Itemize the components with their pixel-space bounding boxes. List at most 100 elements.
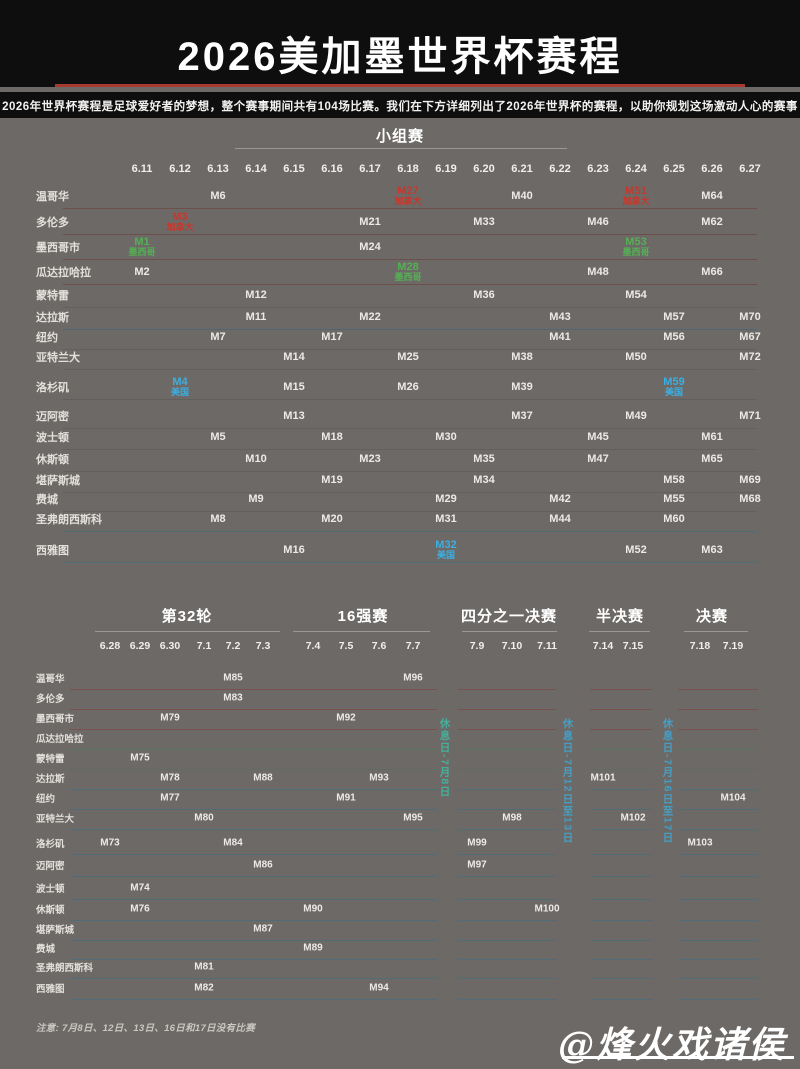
- city-label: 迈阿密: [36, 411, 69, 423]
- row-line: [70, 689, 437, 690]
- row-line: [458, 829, 556, 830]
- row-line: [678, 999, 758, 1000]
- match-cell: M27 加拿大: [394, 185, 422, 207]
- row-line: [678, 854, 758, 855]
- match-cell: M4 美国: [170, 376, 190, 398]
- row-line: [590, 689, 652, 690]
- row-line: [458, 729, 556, 730]
- match-host-tag: 美国: [664, 387, 683, 398]
- match-cell: M56: [663, 330, 685, 343]
- match-cell: M59 美国: [663, 376, 685, 398]
- city-label: 波士顿: [36, 432, 69, 444]
- date-label: 6.13: [207, 163, 229, 175]
- match-cell: M28 墨西哥: [394, 261, 422, 283]
- rest-day-label: 休息日-7月16日至17日: [661, 718, 674, 844]
- match-cell: M104: [720, 792, 746, 804]
- row-line: [458, 940, 556, 941]
- knockout-stage-rule: [293, 631, 430, 632]
- date-label: 7.11: [537, 640, 557, 652]
- match-cell: M2: [134, 265, 150, 278]
- row-line: [63, 208, 757, 209]
- row-line: [70, 749, 437, 750]
- row-line: [458, 789, 556, 790]
- date-label: 6.18: [397, 163, 419, 175]
- row-line: [590, 876, 652, 877]
- match-cell: M80: [194, 812, 214, 824]
- date-label: 7.6: [371, 640, 387, 652]
- city-label: 多伦多: [36, 217, 69, 229]
- match-cell: M19: [321, 473, 343, 486]
- match-cell: M16: [283, 543, 305, 556]
- row-line: [70, 999, 437, 1000]
- row-line: [678, 689, 758, 690]
- match-cell: M95: [403, 812, 423, 824]
- match-cell: M69: [739, 473, 761, 486]
- row-line: [678, 809, 758, 810]
- match-cell: M64: [701, 189, 723, 202]
- city-label: 圣弗朗西斯科: [36, 514, 102, 526]
- row-line: [678, 829, 758, 830]
- match-cell: M50: [625, 350, 647, 363]
- row-line: [590, 729, 652, 730]
- knockout-stage-title: 第32轮: [161, 608, 213, 625]
- match-cell: M32 美国: [435, 539, 457, 561]
- city-label: 西雅图: [36, 984, 65, 995]
- row-line: [63, 511, 757, 512]
- match-cell: M42: [549, 492, 571, 505]
- rest-day-label: 休息日-7月12日至13日: [561, 718, 574, 844]
- date-label: 6.19: [435, 163, 457, 175]
- match-cell: M30: [435, 430, 457, 443]
- row-line: [678, 940, 758, 941]
- match-cell: M61: [701, 430, 723, 443]
- match-cell: M102: [620, 812, 646, 824]
- row-line: [458, 709, 556, 710]
- match-host-tag: 加拿大: [166, 222, 194, 233]
- city-label: 洛杉矶: [36, 839, 65, 850]
- match-cell: M29: [435, 492, 457, 505]
- match-cell: M55: [663, 492, 685, 505]
- knockout-stage-title: 16强赛: [337, 608, 389, 625]
- date-label: 7.9: [469, 640, 485, 652]
- date-label: 6.28: [99, 640, 121, 652]
- date-label: 6.27: [739, 163, 761, 175]
- city-label: 温哥华: [36, 674, 65, 685]
- match-cell: M103: [687, 837, 713, 849]
- row-line: [63, 284, 757, 285]
- match-cell: M33: [473, 215, 495, 228]
- city-label: 瓜达拉哈拉: [36, 267, 91, 279]
- date-label: 7.2: [225, 640, 241, 652]
- city-label: 堪萨斯城: [36, 925, 75, 936]
- row-line: [590, 999, 652, 1000]
- row-line: [590, 809, 652, 810]
- match-cell: M96: [403, 672, 423, 684]
- date-label: 6.30: [159, 640, 181, 652]
- row-line: [70, 899, 437, 900]
- page-title: 2026美加墨世界杯赛程: [177, 35, 623, 79]
- match-cell: M91: [336, 792, 356, 804]
- date-label: 6.16: [321, 163, 343, 175]
- match-cell: M14: [283, 350, 305, 363]
- row-line: [70, 959, 437, 960]
- row-line: [70, 729, 437, 730]
- match-cell: M22: [359, 310, 381, 323]
- page-subtitle: 2026年世界杯赛程是足球爱好者的梦想，整个赛事期间共有104场比赛。我们在下方…: [2, 101, 798, 113]
- row-line: [590, 940, 652, 941]
- match-cell: M63: [701, 543, 723, 556]
- row-line: [458, 689, 556, 690]
- city-label: 波士顿: [36, 884, 65, 895]
- match-cell: M65: [701, 452, 723, 465]
- match-cell: M81: [194, 961, 214, 973]
- city-label: 达拉斯: [36, 312, 69, 324]
- city-label: 蒙特雷: [36, 754, 65, 765]
- city-label: 亚特兰大: [36, 814, 75, 825]
- title-banner: [0, 0, 800, 87]
- city-label: 休斯顿: [36, 905, 65, 916]
- date-label: 7.1: [196, 640, 212, 652]
- row-line: [678, 789, 758, 790]
- match-cell: M46: [587, 215, 609, 228]
- match-cell: M8: [210, 512, 226, 525]
- date-label: 6.22: [549, 163, 571, 175]
- match-cell: M44: [549, 512, 571, 525]
- match-cell: M97: [467, 859, 487, 871]
- row-line: [678, 959, 758, 960]
